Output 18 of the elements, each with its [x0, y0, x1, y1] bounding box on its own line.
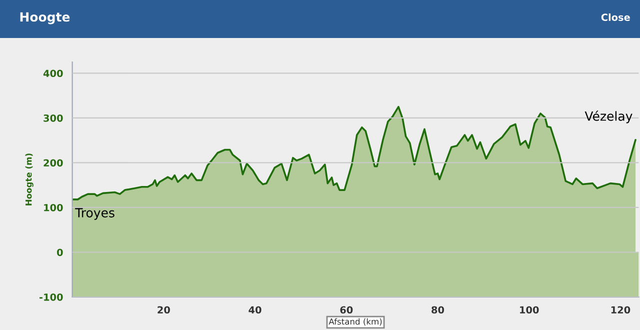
- y-tick-label: 300: [44, 114, 63, 122]
- y-tick-label: 100: [44, 204, 63, 212]
- x-tick-label: 120: [611, 306, 630, 314]
- y-axis-title: Hoogte (m): [25, 154, 34, 206]
- x-tick-label: 60: [340, 306, 353, 314]
- y-tick-label: 400: [43, 70, 63, 78]
- x-tick-label: 40: [248, 306, 262, 314]
- x-tick-label: 100: [520, 306, 539, 314]
- text: Close: [601, 13, 630, 21]
- x-axis-title: Afstand (km): [328, 318, 382, 326]
- annotation: Vézelay: [584, 110, 632, 124]
- y-tick-label: 0: [56, 248, 63, 256]
- x-tick-label: 80: [432, 306, 444, 314]
- annotation: Troyes: [75, 208, 114, 220]
- y-tick-label: 200: [44, 159, 63, 167]
- x-tick-label: 20: [158, 306, 170, 314]
- chart-title: Hoogte: [20, 12, 70, 24]
- y-tick-label: -100: [39, 293, 63, 301]
